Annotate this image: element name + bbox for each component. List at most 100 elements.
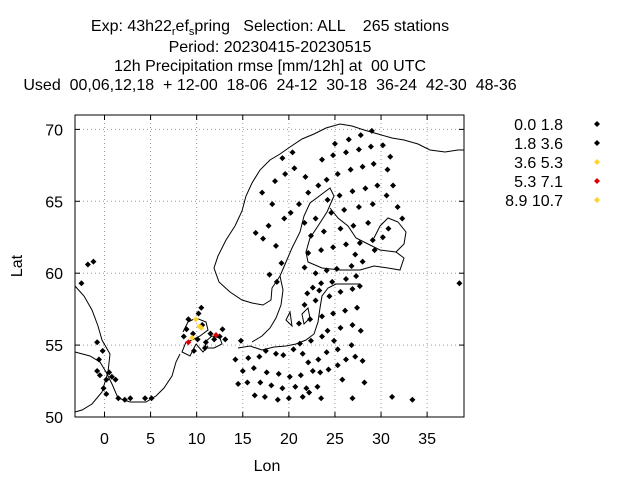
x-tick-label: 0 [100, 431, 109, 448]
data-point-series-0 [349, 286, 356, 293]
data-point-series-0 [330, 310, 337, 317]
data-point-series-0 [343, 275, 350, 282]
data-point-series-0 [329, 278, 336, 285]
legend-label: 1.8 3.6 [514, 136, 563, 153]
data-point-series-0 [279, 155, 286, 162]
data-point-series-0 [331, 337, 338, 344]
data-point-series-0 [343, 149, 350, 156]
data-point-series-0 [409, 396, 416, 403]
data-point-series-0 [348, 263, 355, 269]
data-point-series-0 [297, 372, 304, 379]
data-point-series-0 [295, 320, 302, 327]
data-point-series-0 [365, 219, 372, 226]
data-point-series-0 [299, 393, 306, 400]
data-point-series-0 [259, 189, 266, 196]
data-point-series-0 [115, 395, 122, 402]
data-point-series-0 [272, 242, 279, 249]
data-point-series-0 [384, 166, 391, 173]
data-point-series-0 [291, 165, 298, 172]
y-tick-label: 55 [45, 338, 63, 355]
data-point-series-0 [303, 385, 310, 392]
data-point-series-0 [368, 127, 375, 134]
data-point-series-0 [324, 327, 331, 334]
data-point-series-0 [266, 271, 273, 278]
data-point-series-0 [354, 304, 361, 311]
data-point-series-0 [285, 395, 292, 402]
data-point-series-0 [328, 209, 335, 216]
data-point-series-0 [356, 283, 363, 290]
data-point-series-0 [359, 357, 366, 364]
data-point-series-0 [334, 170, 341, 177]
data-point-series-0 [353, 273, 360, 280]
data-point-series-0 [387, 153, 394, 160]
data-point-series-0 [337, 324, 344, 331]
data-point-series-0 [287, 209, 294, 216]
data-point-series-0 [333, 265, 340, 272]
data-point-series-0 [96, 372, 103, 379]
data-point-series-0 [312, 297, 319, 304]
data-point-series-0 [319, 313, 326, 320]
data-point-series-0 [286, 373, 293, 380]
title-line-1: Exp: 43h22refspring Selection: ALL 265 s… [90, 18, 450, 38]
data-point-series-0 [307, 316, 314, 323]
data-point-series-2 [192, 316, 199, 323]
data-point-series-0 [272, 178, 279, 185]
data-point-series-0 [301, 301, 308, 308]
data-point-series-0 [279, 385, 286, 392]
data-point-series-0 [383, 192, 390, 199]
data-point-series-0 [304, 290, 311, 297]
data-point-series-0 [349, 188, 356, 195]
data-point-series-0 [235, 380, 242, 387]
data-point-series-0 [207, 330, 214, 337]
data-point-series-0 [103, 390, 110, 397]
data-point-series-0 [399, 215, 406, 222]
title-line-4: Used 00,06,12,18 + 12-00 18-06 24-12 30-… [23, 77, 517, 94]
data-point-series-0 [323, 267, 330, 274]
data-point-series-0 [307, 232, 314, 239]
data-point-series-0 [312, 270, 319, 277]
data-point-series-0 [272, 350, 279, 357]
data-point-series-0 [292, 383, 299, 390]
x-tick-label: 5 [146, 431, 155, 448]
data-point-series-0 [307, 337, 314, 344]
data-point-series-0 [334, 346, 341, 353]
data-point-series-1 [211, 336, 218, 343]
data-point-series-0 [95, 356, 102, 363]
data-point-series-0 [367, 143, 374, 150]
data-point-series-0 [232, 356, 239, 363]
chart-title: Exp: 43h22refspring Selection: ALL 265 s… [0, 17, 540, 95]
data-point-series-0 [343, 241, 350, 248]
data-point-series-0 [357, 132, 364, 139]
data-point-series-0 [330, 244, 337, 251]
data-point-series-0 [337, 225, 344, 232]
data-points [78, 127, 463, 403]
data-point-series-0 [350, 222, 357, 229]
data-point-series-0 [379, 142, 386, 149]
data-point-series-0 [359, 258, 366, 265]
data-point-series-0 [320, 228, 327, 235]
data-point-series-0 [331, 140, 338, 147]
data-point-series-0 [318, 247, 325, 254]
data-point-series-0 [103, 376, 110, 383]
data-point-series-0 [312, 215, 319, 222]
data-point-series-0 [369, 237, 376, 244]
legend-marker [594, 140, 600, 146]
data-point-series-0 [456, 280, 463, 287]
data-point-series-0 [356, 239, 363, 246]
data-point-series-3 [213, 332, 220, 339]
legend-label: 0.0 1.8 [514, 117, 563, 134]
legend-label: 3.6 5.3 [514, 155, 563, 172]
data-point-series-2 [189, 334, 196, 341]
data-point-series-1 [219, 326, 226, 333]
data-point-series-0 [275, 370, 282, 377]
y-tick-label: 60 [45, 266, 63, 283]
data-point-series-0 [371, 247, 378, 254]
data-point-series-0 [379, 234, 386, 241]
data-point-series-0 [341, 206, 348, 213]
data-point-series-0 [180, 333, 187, 340]
x-tick-label: 20 [280, 431, 298, 448]
data-point-series-1 [237, 337, 244, 344]
data-point-series-0 [326, 293, 333, 300]
data-point-series-0 [127, 395, 134, 402]
data-point-series-0 [256, 353, 263, 360]
